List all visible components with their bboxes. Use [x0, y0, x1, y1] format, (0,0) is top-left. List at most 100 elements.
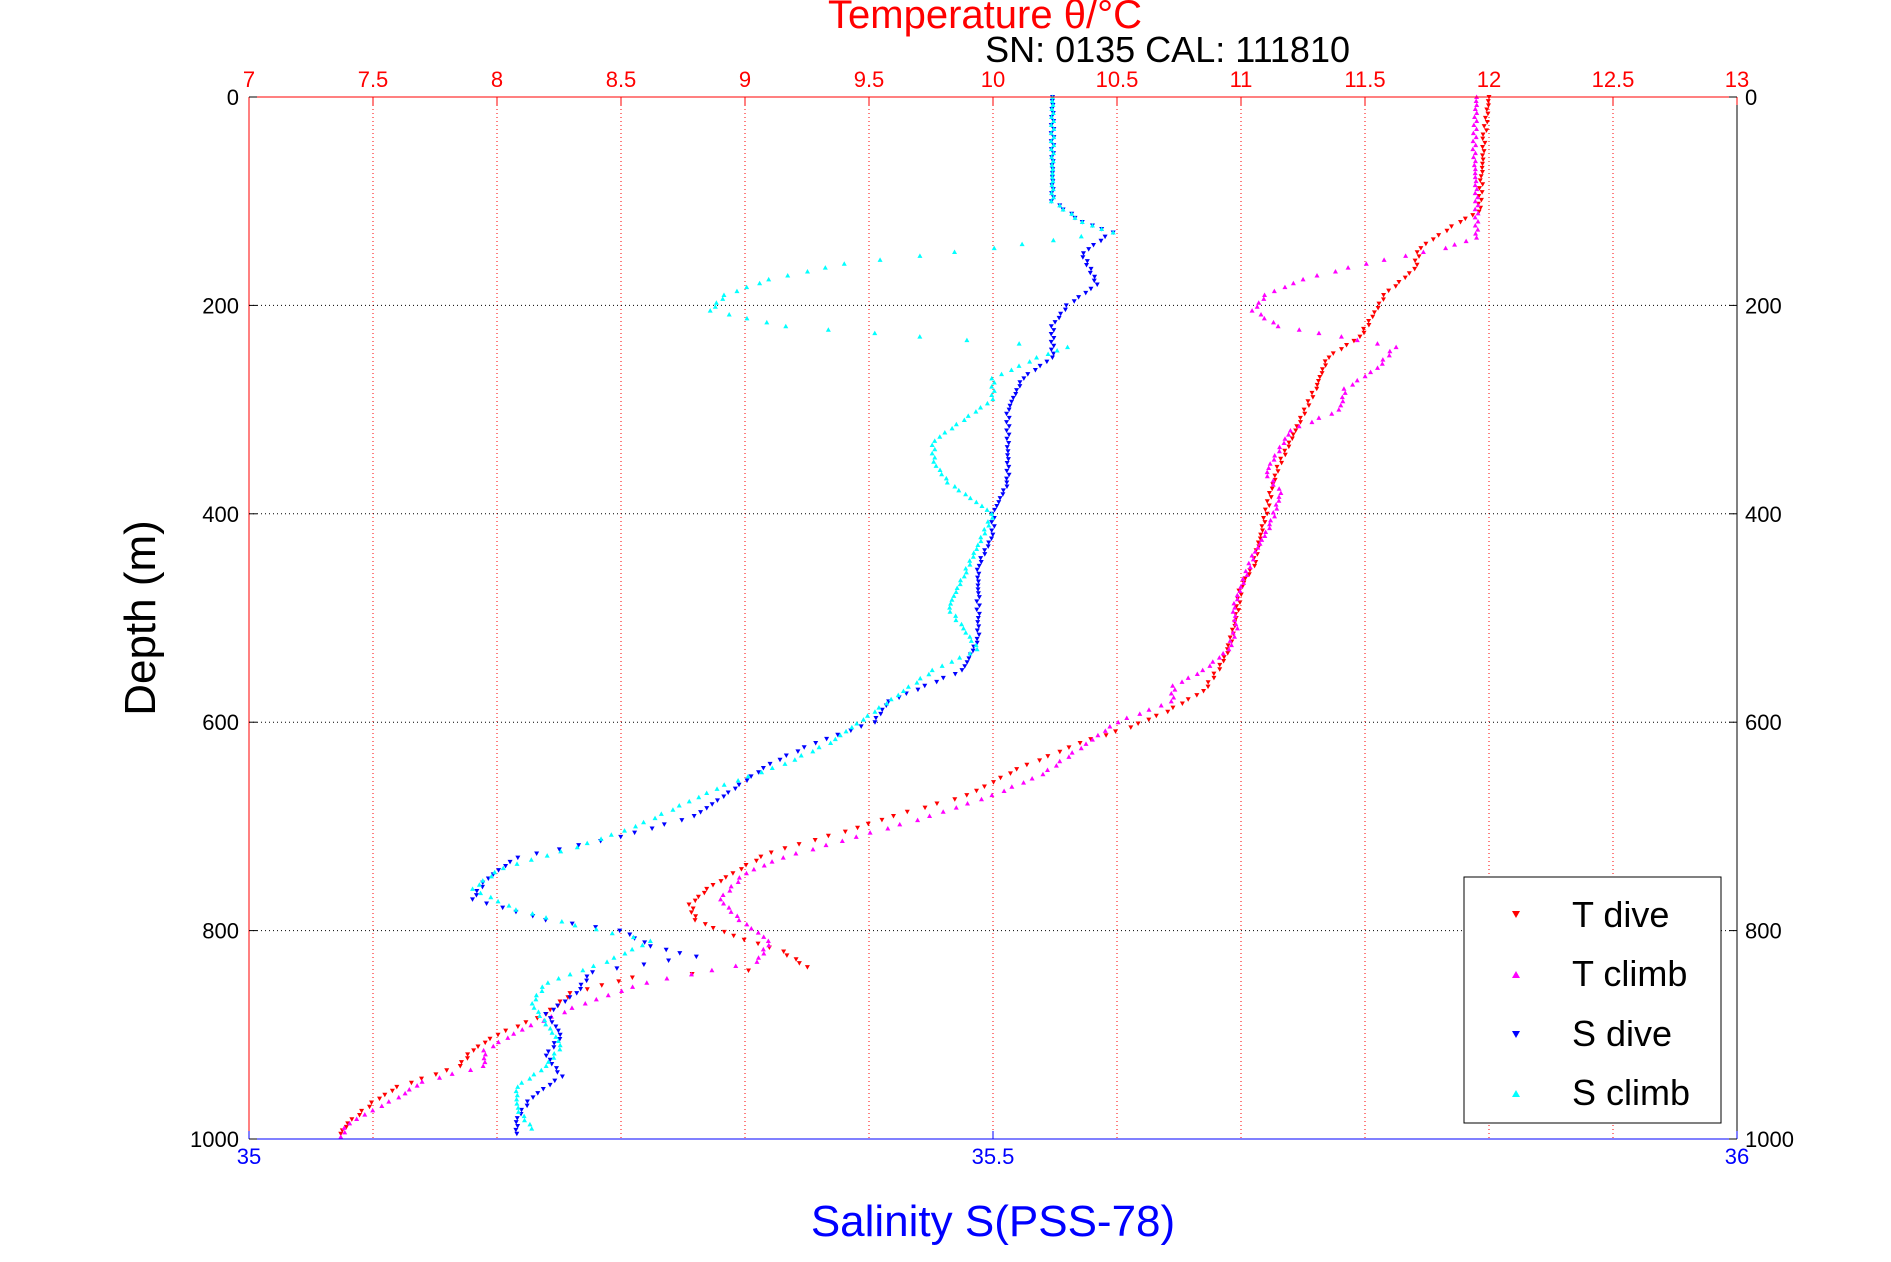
data-point: [1170, 683, 1176, 688]
data-point: [1234, 625, 1240, 631]
data-point: [848, 728, 854, 734]
data-point: [1281, 440, 1287, 445]
data-point: [524, 1103, 530, 1109]
data-point: [1354, 377, 1360, 383]
data-point: [953, 613, 959, 618]
data-point: [1006, 424, 1012, 429]
data-point: [382, 1092, 388, 1098]
data-point: [1472, 223, 1478, 228]
data-point: [952, 672, 958, 677]
data-point: [433, 1072, 439, 1077]
data-point: [670, 807, 676, 812]
data-point: [629, 975, 635, 980]
data-point: [1237, 600, 1243, 605]
temperature-tick-label: 13: [1725, 67, 1749, 92]
data-point: [1019, 241, 1025, 247]
data-point: [1444, 228, 1450, 234]
data-point: [940, 675, 946, 681]
data-point: [534, 851, 540, 856]
data-point: [567, 995, 573, 1000]
data-point: [1286, 432, 1292, 437]
temperature-tick-label: 7: [243, 67, 255, 92]
data-point: [804, 965, 810, 970]
data-point: [832, 736, 838, 742]
data-point: [611, 955, 617, 960]
data-point: [1232, 605, 1238, 610]
data-point: [986, 523, 992, 528]
data-point: [1472, 158, 1478, 164]
data-point: [490, 1043, 496, 1049]
data-point: [1262, 292, 1268, 297]
data-point: [1014, 767, 1020, 772]
depth-tick-label-right: 1000: [1745, 1127, 1794, 1152]
data-point: [974, 636, 980, 642]
data-point: [982, 552, 988, 557]
data-point: [630, 984, 636, 989]
data-point: [975, 583, 981, 588]
data-point: [1005, 449, 1011, 454]
data-point: [998, 775, 1004, 781]
data-point: [514, 861, 520, 866]
data-point: [379, 1103, 385, 1109]
data-point: [537, 1013, 543, 1019]
data-point: [810, 748, 816, 754]
data-point: [1048, 146, 1054, 152]
data-point: [1050, 237, 1056, 243]
data-point: [765, 938, 771, 944]
data-point: [743, 862, 749, 868]
data-point: [1267, 461, 1273, 466]
data-point: [551, 1045, 557, 1050]
data-point: [1462, 216, 1468, 222]
data-point: [947, 609, 953, 614]
data-point: [1006, 464, 1012, 470]
data-point: [1393, 284, 1399, 289]
data-point: [618, 834, 624, 840]
data-point: [801, 745, 807, 750]
data-point: [1048, 324, 1054, 329]
data-point: [1051, 150, 1057, 156]
data-point: [929, 450, 935, 456]
data-point: [1069, 750, 1075, 755]
data-point: [1272, 477, 1278, 483]
data-point: [931, 459, 937, 464]
data-point: [1264, 511, 1270, 517]
data-point: [1088, 286, 1094, 292]
data-point: [973, 499, 979, 505]
data-point: [714, 798, 720, 803]
data-point: [495, 898, 501, 904]
data-point: [1001, 788, 1007, 793]
legend-label-t-climb: T climb: [1572, 953, 1687, 994]
data-point: [555, 1003, 561, 1009]
data-point: [419, 1076, 425, 1082]
data-point: [1200, 667, 1206, 673]
data-point: [841, 261, 847, 266]
data-point: [1370, 314, 1376, 320]
data-point: [1057, 202, 1063, 208]
data-point: [1319, 371, 1325, 376]
data-point: [1270, 477, 1276, 483]
data-point: [781, 949, 787, 954]
data-point: [614, 966, 620, 971]
data-point: [839, 838, 845, 843]
data-point: [1274, 464, 1280, 470]
data-point: [956, 487, 962, 493]
data-point: [533, 996, 539, 1002]
data-point: [1016, 341, 1022, 346]
data-point: [985, 519, 991, 524]
data-point: [1084, 259, 1090, 264]
data-point: [1351, 338, 1357, 344]
data-point: [1474, 118, 1480, 124]
data-point: [408, 1080, 414, 1086]
data-point: [1276, 448, 1282, 454]
data-point: [1471, 162, 1477, 168]
series-layer: [338, 94, 1492, 1139]
data-point: [735, 778, 741, 783]
data-point: [1216, 655, 1222, 660]
depth-tick-label-left: 1000: [190, 1127, 239, 1152]
data-point: [515, 1084, 521, 1089]
data-point: [816, 744, 822, 750]
data-point: [974, 628, 980, 634]
data-point: [604, 959, 610, 964]
data-point: [1146, 717, 1152, 723]
data-point: [957, 655, 963, 660]
